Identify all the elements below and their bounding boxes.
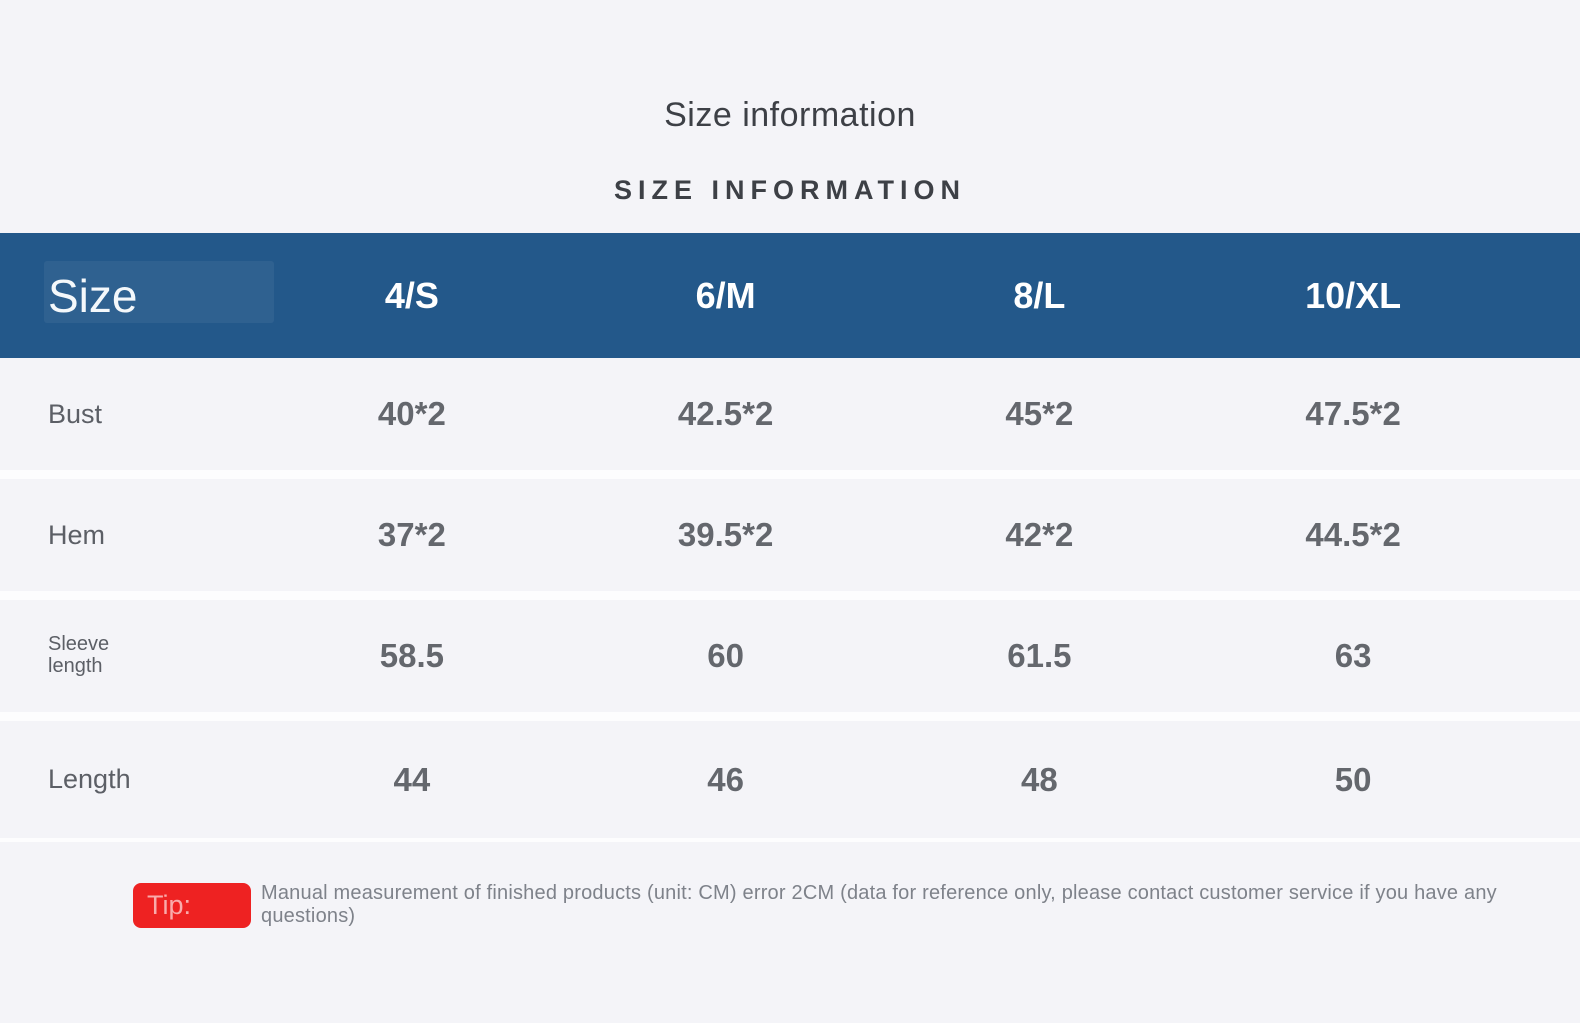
page-subtitle: SIZE INFORMATION — [614, 175, 966, 205]
title-block: Size information SIZE INFORMATION — [0, 0, 1580, 206]
page-title: Size information — [664, 96, 916, 134]
cell-value: 63 — [1334, 637, 1372, 674]
cell-value: 60 — [707, 637, 744, 674]
table-row-sleeve-length: Sleeve length 58.5 60 61.5 63 — [0, 600, 1580, 721]
tip-badge: Tip: — [133, 882, 251, 928]
cell-value: 42*2 — [1005, 516, 1074, 553]
cell-value: 58.5 — [379, 637, 444, 674]
cell-value: 40*2 — [377, 395, 446, 432]
cell-value: 37*2 — [377, 516, 446, 553]
column-header-4s: 4/S — [384, 274, 439, 316]
tip-section: Tip: Manual measurement of finished prod… — [0, 842, 1580, 928]
cell-value: 48 — [1021, 760, 1058, 798]
size-table: Size 4/S 6/M 8/L 10/XL Bust 40*2 42.5*2 … — [0, 233, 1580, 842]
column-header-10xl: 10/XL — [1305, 274, 1402, 316]
cell-value: 50 — [1334, 760, 1372, 798]
row-label: Bust — [48, 398, 103, 429]
cell-value: 44.5*2 — [1305, 516, 1401, 553]
tip-text: Manual measurement of finished products … — [261, 882, 1497, 927]
table-row-hem: Hem 37*2 39.5*2 42*2 44.5*2 — [0, 479, 1580, 600]
column-header-6m: 6/M — [695, 274, 756, 316]
table-row-bust: Bust 40*2 42.5*2 45*2 47.5*2 — [0, 358, 1580, 479]
header-size-label: Size — [0, 260, 274, 323]
cell-value: 47.5*2 — [1305, 395, 1401, 432]
table-row-length: Length 44 46 48 50 — [0, 721, 1580, 842]
cell-value: 44 — [393, 760, 431, 798]
watermark-highlight — [44, 260, 274, 323]
row-label: Hem — [48, 519, 106, 550]
cell-value: 61.5 — [1007, 637, 1072, 674]
cell-value: 46 — [707, 760, 744, 798]
row-label: Sleeve length — [48, 633, 110, 677]
row-label: Length — [48, 764, 131, 794]
column-header-8l: 8/L — [1013, 274, 1066, 316]
tip-badge-label: Tip: — [147, 889, 192, 920]
table-header-row: Size 4/S 6/M 8/L 10/XL — [0, 233, 1580, 358]
header-size-label-text: Size — [48, 269, 138, 322]
cell-value: 42.5*2 — [677, 395, 774, 432]
cell-value: 45*2 — [1005, 395, 1074, 432]
cell-value: 39.5*2 — [677, 516, 774, 553]
